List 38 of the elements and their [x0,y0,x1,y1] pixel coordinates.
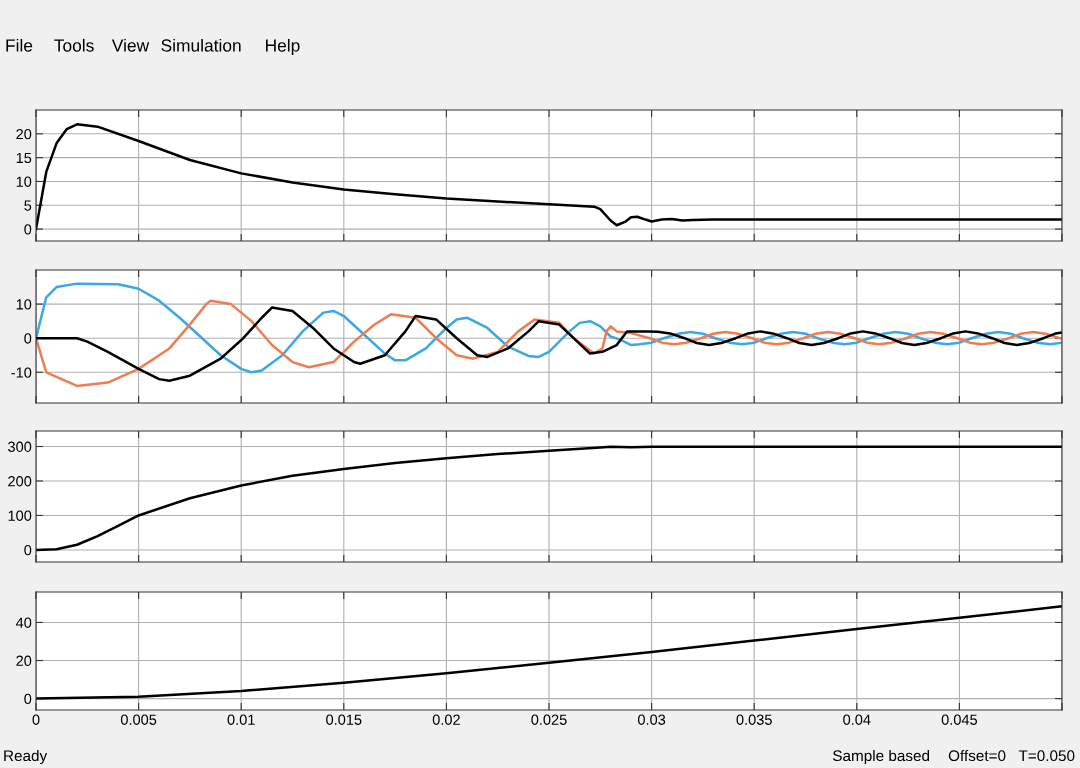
y-tick-label: 100 [8,510,32,521]
x-tick-label: 0.02 [432,714,460,725]
text: Offset=0 [948,749,1006,762]
x-tick-label: 0.04 [843,714,871,725]
text: View [111,38,150,52]
text: T=0.050 [1018,750,1075,762]
x-tick-label: 0.035 [736,714,772,725]
y-tick-label: 0 [24,693,32,705]
y-tick-label: 300 [8,441,32,452]
y-tick-label: 5 [24,200,32,211]
x-tick-label: 0 [32,714,40,725]
y-tick-label: 200 [8,476,32,487]
y-tick-label: 20 [16,128,32,140]
x-tick-label: 0.045 [941,714,978,725]
text: Help [266,38,300,56]
line-series [36,282,1062,374]
x-tick-label: 0.025 [531,714,567,725]
line-series [36,123,1062,231]
x-tick-label: 0.01 [227,714,255,725]
y-tick-label: -10 [11,367,32,378]
text: Ready [4,749,48,765]
y-tick-label: 0 [24,224,32,235]
text: Tools [54,38,94,52]
text: Sample based [833,749,930,765]
y-tick-label: 20 [16,655,32,666]
y-tick-label: 10 [16,299,32,310]
y-tick-label: 10 [16,176,32,187]
x-tick-label: 0.005 [120,714,157,725]
y-tick-label: 0 [24,545,32,556]
text: File [6,38,33,52]
text: Simulation [161,38,241,52]
x-tick-label: 0.03 [637,714,666,725]
line-series [36,445,1062,552]
y-tick-label: 15 [16,152,32,164]
y-tick-label: 0 [24,333,32,344]
y-tick-label: 40 [15,617,32,628]
x-tick-label: 0.015 [326,714,362,725]
line-series [36,605,1062,700]
